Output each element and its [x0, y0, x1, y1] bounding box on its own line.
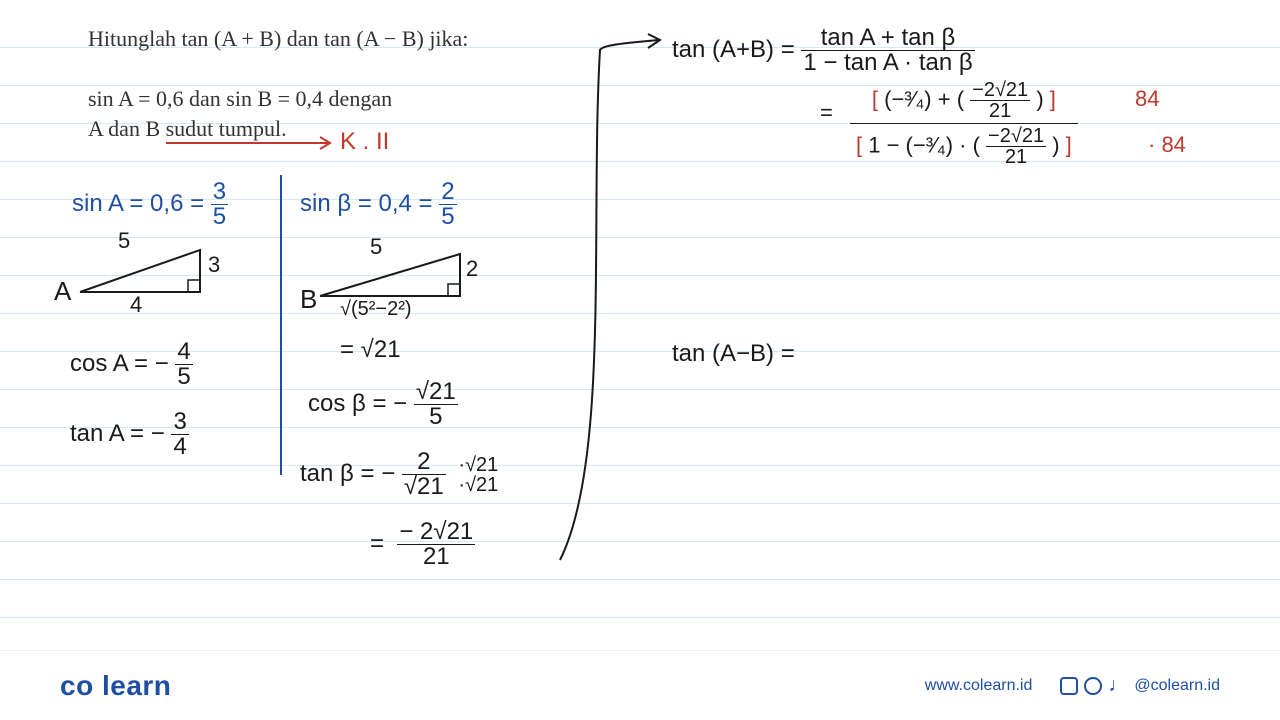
- tanAminusB: tan (A−B) =: [672, 340, 795, 368]
- step2-top-l: (−³⁄₄) + (: [884, 86, 964, 111]
- sinA-prefix: sin A = 0,6 =: [72, 190, 211, 217]
- sinA-den: 5: [211, 205, 228, 229]
- tanB-mult-num: ·√21: [456, 455, 500, 475]
- step2-bot-l: 1 − (−³⁄₄) · (: [868, 132, 980, 157]
- tanAB-num: tan A + tan β: [801, 26, 974, 51]
- facebook-icon: [1060, 677, 1078, 695]
- tanB-den: √21: [402, 475, 446, 499]
- bracket-top-r: ]: [1050, 86, 1056, 111]
- triB-hyp: 5: [370, 234, 382, 260]
- bracket-top-l: [: [872, 86, 878, 111]
- sinB-num: 2: [439, 180, 456, 205]
- sinA-num: 3: [211, 180, 228, 205]
- footer-bar: co learn www.colearn.id ♩ @colearn.id: [0, 650, 1280, 720]
- sinB-expr: sin β = 0,4 = 25: [300, 180, 457, 229]
- cosA-den: 5: [175, 365, 192, 389]
- tanA-num: 3: [171, 410, 188, 435]
- step2-eq: =: [820, 100, 833, 126]
- tanB-num: 2: [402, 450, 446, 475]
- bracket-bot-r: ]: [1066, 132, 1072, 157]
- arrow-kii: [258, 131, 418, 161]
- tanAplusB: tan (A+B) = tan A + tan β 1 − tan A · ta…: [672, 26, 975, 75]
- problem-line2a: sin A = 0,6 dan sin B = 0,4 dengan: [88, 86, 392, 112]
- logo-dot: [94, 670, 102, 701]
- s2-top-iden: 21: [970, 101, 1030, 121]
- annot-kii: K . II: [340, 128, 389, 156]
- triangle-a: [70, 232, 220, 312]
- tanB-simpl: = − 2√2121: [370, 520, 475, 569]
- footer-url: www.colearn.id: [925, 677, 1033, 695]
- tanB2-eq: =: [370, 530, 384, 557]
- cosB-prefix: cos β = −: [308, 390, 414, 417]
- tanA-prefix: tan A = −: [70, 420, 171, 447]
- tanB-expr: tan β = − 2√21 ·√21·√21: [300, 450, 500, 499]
- s2-top-inum: −2√21: [970, 80, 1030, 101]
- tanB-prefix: tan β = −: [300, 460, 402, 487]
- sinB-den: 5: [439, 205, 456, 229]
- tanAB-label: tan (A+B) =: [672, 36, 801, 63]
- sinA-expr: sin A = 0,6 = 35: [72, 180, 228, 229]
- step2-top-r: ): [1036, 86, 1043, 111]
- triA-hyp: 5: [118, 228, 130, 254]
- triB-opp: 2: [466, 256, 478, 282]
- problem-line2b: A dan B: [88, 116, 166, 141]
- tanB2-num: − 2√21: [397, 520, 475, 545]
- adj-simplified: = √21: [340, 336, 401, 364]
- cosB-num: √21: [414, 380, 458, 405]
- triB-label: B: [300, 284, 317, 315]
- footer-handle: @colearn.id: [1134, 677, 1220, 695]
- cosA-num: 4: [175, 340, 192, 365]
- cosB-den: 5: [414, 405, 458, 429]
- triA-label: A: [54, 276, 71, 307]
- logo: co learn: [60, 670, 171, 702]
- s2-bot-iden: 21: [986, 147, 1046, 167]
- footer-social: ♩ @colearn.id: [1060, 674, 1220, 697]
- problem-line1: Hitunglah tan (A + B) dan tan (A − B) ji…: [88, 26, 468, 52]
- step2-bot-r: ): [1052, 132, 1059, 157]
- instagram-icon: [1084, 677, 1102, 695]
- triB-adj: √(5²−2²): [340, 298, 412, 321]
- step2-frac: [ (−³⁄₄) + ( −2√2121 ) ] [ 1 − (−³⁄₄) · …: [850, 78, 1078, 169]
- cosA-expr: cos A = − 45: [70, 340, 193, 389]
- tiktok-icon: ♩: [1108, 674, 1128, 697]
- sinB-prefix: sin β = 0,4 =: [300, 190, 439, 217]
- tanB2-den: 21: [397, 545, 475, 569]
- logo-learn: learn: [102, 670, 171, 701]
- bracket-bot-l: [: [856, 132, 862, 157]
- triA-opp: 3: [208, 252, 220, 278]
- cosA-prefix: cos A = −: [70, 350, 175, 377]
- long-arrow: [540, 20, 680, 580]
- triA-adj: 4: [130, 292, 142, 318]
- s2-bot-inum: −2√21: [986, 126, 1046, 147]
- tanA-den: 4: [171, 435, 188, 459]
- mult84-top: 84: [1135, 86, 1159, 112]
- cosB-expr: cos β = − √215: [308, 380, 458, 429]
- mult84-bot: · 84: [1148, 132, 1186, 158]
- divider-line: [278, 175, 284, 475]
- logo-co: co: [60, 670, 94, 701]
- tanB-mult-den: ·√21: [456, 475, 500, 495]
- tanAB-den: 1 − tan A · tan β: [801, 51, 974, 75]
- tanA-expr: tan A = − 34: [70, 410, 189, 459]
